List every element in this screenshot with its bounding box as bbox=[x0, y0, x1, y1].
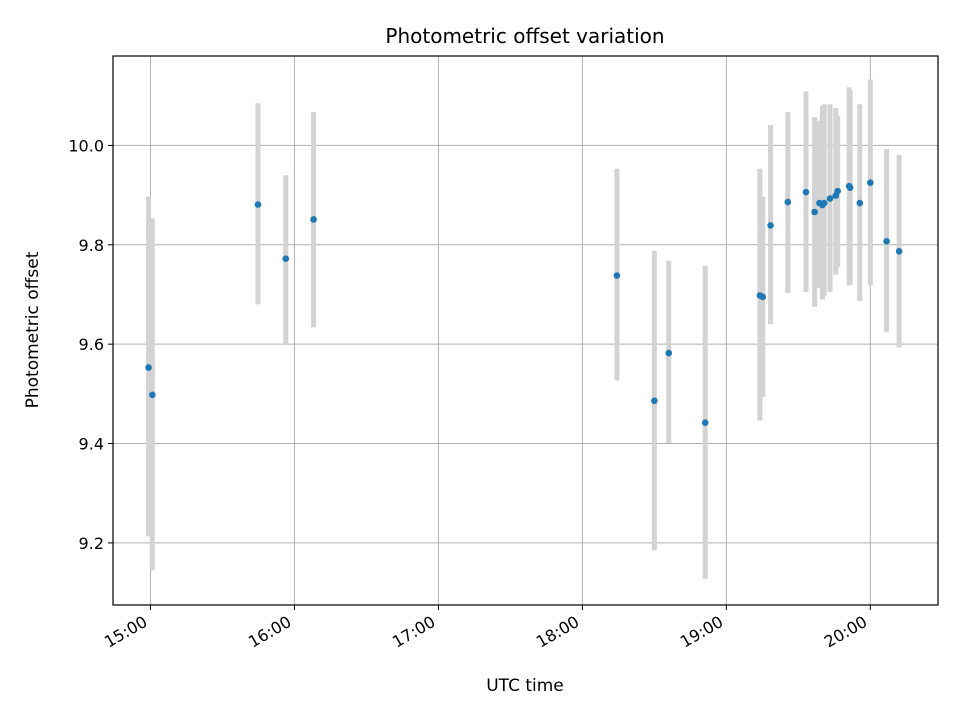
data-point bbox=[895, 247, 903, 255]
data-point bbox=[651, 397, 658, 405]
data-point bbox=[282, 255, 290, 263]
data-point bbox=[867, 179, 874, 186]
data-point bbox=[883, 238, 890, 245]
y-tick-label: 10.0 bbox=[68, 136, 104, 155]
data-point bbox=[826, 195, 834, 202]
data-point bbox=[145, 364, 152, 371]
data-point bbox=[254, 201, 262, 208]
data-point bbox=[149, 391, 156, 399]
data-point bbox=[310, 216, 317, 223]
data-point bbox=[784, 198, 792, 206]
data-point bbox=[820, 199, 828, 207]
data-point bbox=[834, 187, 841, 195]
data-point bbox=[811, 208, 818, 216]
data-points bbox=[145, 179, 903, 426]
y-axis-title: Photometric offset bbox=[23, 251, 43, 408]
data-point bbox=[846, 184, 854, 191]
y-tick-label: 9.4 bbox=[79, 435, 104, 454]
data-point bbox=[802, 188, 810, 196]
data-point bbox=[856, 199, 864, 207]
y-tick-label: 9.6 bbox=[79, 335, 104, 354]
data-point bbox=[759, 293, 767, 301]
chart-title: Photometric offset variation bbox=[385, 24, 664, 48]
plot-area-frame bbox=[112, 55, 939, 606]
data-point bbox=[665, 349, 673, 357]
y-tick-label: 9.2 bbox=[79, 534, 104, 553]
x-axis-title: UTC time bbox=[486, 676, 564, 696]
y-axis-ticks: 9.2 9.4 9.6 9.8 10.0 bbox=[68, 136, 113, 553]
data-point bbox=[767, 222, 774, 229]
data-point bbox=[701, 419, 709, 426]
data-point bbox=[613, 272, 621, 279]
y-tick-label: 9.8 bbox=[79, 236, 104, 255]
